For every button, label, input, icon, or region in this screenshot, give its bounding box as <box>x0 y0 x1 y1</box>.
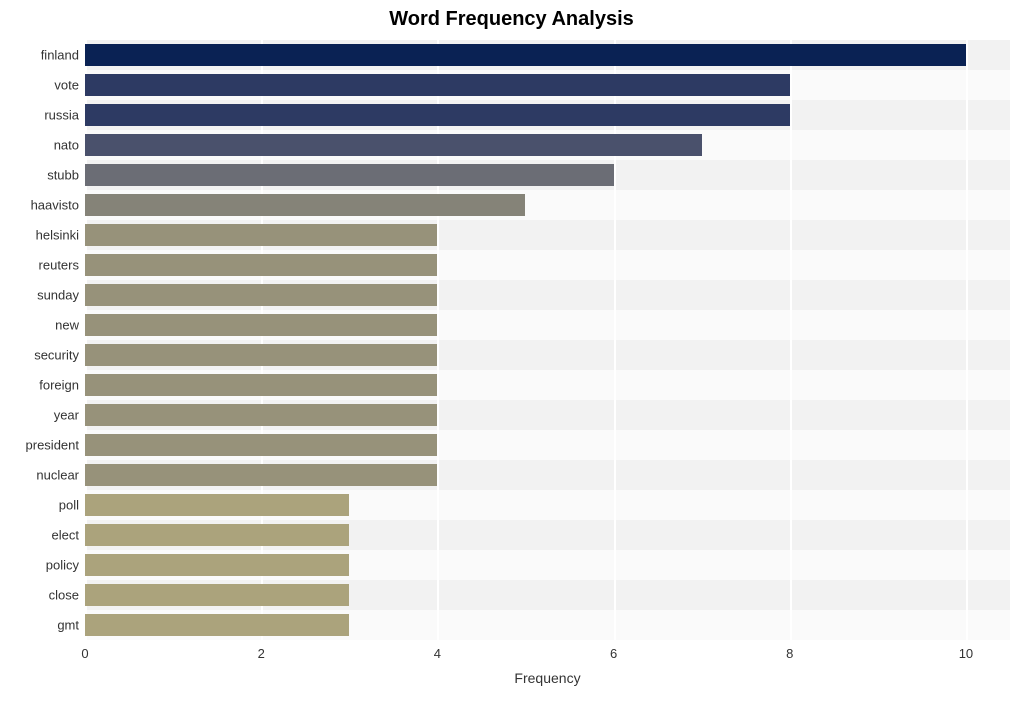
bar <box>85 584 349 606</box>
y-tick-label: vote <box>54 78 79 93</box>
bar <box>85 344 437 366</box>
x-tick-label: 2 <box>258 646 265 661</box>
y-tick-label: close <box>49 588 79 603</box>
x-gridline <box>966 40 968 640</box>
bar <box>85 374 437 396</box>
bar <box>85 524 349 546</box>
bar <box>85 404 437 426</box>
y-tick-label: sunday <box>37 288 79 303</box>
bar <box>85 554 349 576</box>
y-tick-label: reuters <box>39 258 79 273</box>
bar <box>85 194 525 216</box>
x-tick-label: 8 <box>786 646 793 661</box>
y-tick-label: gmt <box>57 618 79 633</box>
x-axis-label: Frequency <box>85 670 1010 686</box>
bar <box>85 254 437 276</box>
x-gridline <box>614 40 616 640</box>
y-tick-label: new <box>55 318 79 333</box>
bar <box>85 104 790 126</box>
y-tick-label: russia <box>44 108 79 123</box>
x-tick-label: 0 <box>81 646 88 661</box>
bar <box>85 284 437 306</box>
bar <box>85 314 437 336</box>
bar <box>85 434 437 456</box>
y-tick-label: nato <box>54 138 79 153</box>
x-gridline <box>261 40 263 640</box>
y-tick-label: finland <box>41 48 79 63</box>
plot-area <box>85 40 1010 640</box>
x-gridline <box>85 40 87 640</box>
y-tick-label: stubb <box>47 168 79 183</box>
word-frequency-chart: Word Frequency Analysis Frequency finlan… <box>0 0 1023 701</box>
y-tick-label: elect <box>52 528 79 543</box>
y-tick-label: foreign <box>39 378 79 393</box>
x-gridline <box>437 40 439 640</box>
x-tick-label: 6 <box>610 646 617 661</box>
bar <box>85 134 702 156</box>
y-tick-label: haavisto <box>31 198 79 213</box>
chart-title: Word Frequency Analysis <box>0 8 1023 31</box>
bar <box>85 44 966 66</box>
x-tick-label: 10 <box>959 646 973 661</box>
y-tick-label: poll <box>59 498 79 513</box>
y-tick-label: nuclear <box>36 468 79 483</box>
y-tick-label: year <box>54 408 79 423</box>
x-gridline <box>790 40 792 640</box>
x-tick-label: 4 <box>434 646 441 661</box>
y-tick-label: helsinki <box>36 228 79 243</box>
bar <box>85 74 790 96</box>
bar <box>85 224 437 246</box>
y-tick-label: security <box>34 348 79 363</box>
y-tick-label: president <box>26 438 79 453</box>
bar <box>85 494 349 516</box>
bar <box>85 164 614 186</box>
y-tick-label: policy <box>46 558 79 573</box>
bar <box>85 614 349 636</box>
bar <box>85 464 437 486</box>
